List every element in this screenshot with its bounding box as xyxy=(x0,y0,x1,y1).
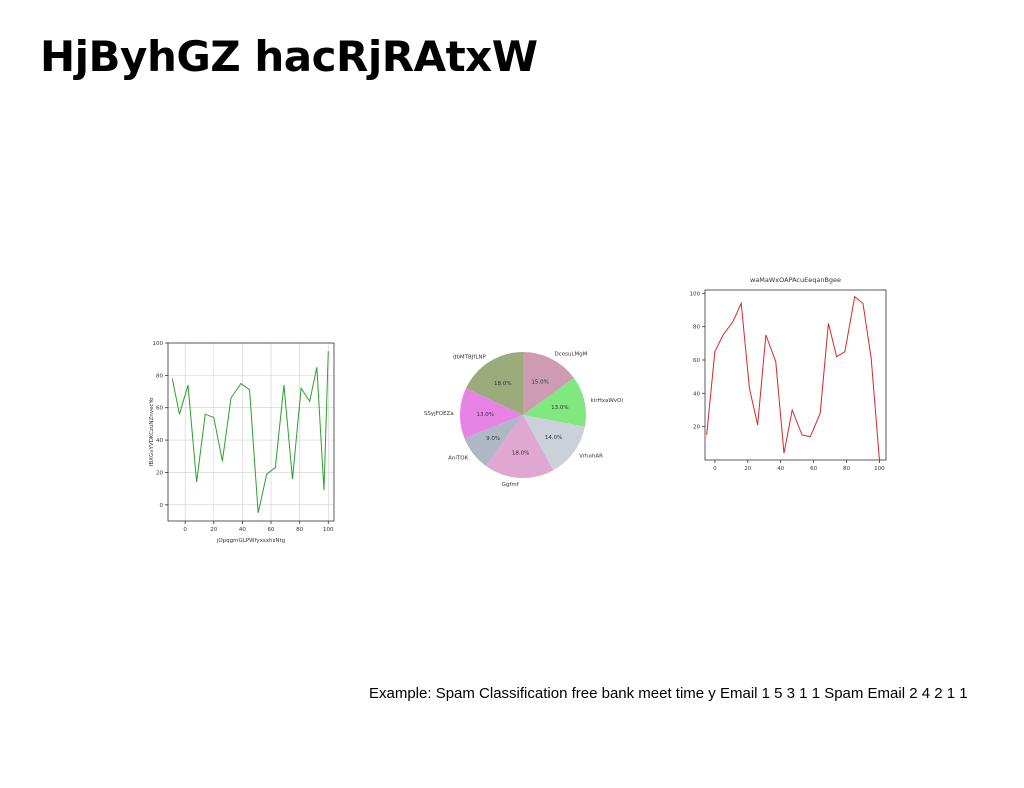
pie-percent-label: 9.0% xyxy=(486,436,500,442)
x-tick-label: 60 xyxy=(810,466,817,472)
series-line xyxy=(171,351,329,514)
line-chart-right: 0 20 40 60 80 100 20 40 60 80 100 waMaWxOAPAcuEeqan… xyxy=(690,276,887,472)
slide-title: HjByhGZ hacRjRAtxW xyxy=(40,32,538,81)
y-tick-label: 20 xyxy=(156,470,163,476)
pie-label: AniTOK xyxy=(448,455,468,461)
x-tick-label: 40 xyxy=(239,527,246,533)
plot-frame xyxy=(704,289,887,461)
x-tick-label: 100 xyxy=(323,527,334,533)
y-tick-label: 40 xyxy=(693,391,700,397)
pie-slice xyxy=(523,352,574,415)
x-tick-label: 100 xyxy=(874,466,885,472)
pie-label: SSyjFOEZa xyxy=(424,411,454,417)
y-tick-label: 100 xyxy=(690,291,701,297)
x-tick-label: 60 xyxy=(268,527,275,533)
y-tick-label: 60 xyxy=(156,406,163,412)
y-tick-label: 60 xyxy=(693,358,700,364)
pie-percent-label: 18.0% xyxy=(494,381,511,387)
x-tick-label: 0 xyxy=(713,466,717,472)
x-axis-label: jOpqgmGLPWfyxsxhsNtg xyxy=(216,538,285,544)
x-tick-label: 80 xyxy=(296,527,303,533)
y-tick-label: 20 xyxy=(693,425,700,431)
x-tick-label: 40 xyxy=(777,466,784,472)
x-tick-label: 20 xyxy=(744,466,751,472)
pie-slice xyxy=(466,352,523,415)
x-tick-label: 0 xyxy=(183,527,187,533)
y-tick-label: 80 xyxy=(693,325,700,331)
pie-percent-label: 14.0% xyxy=(545,435,562,441)
pie-slice xyxy=(485,415,554,479)
y-tick-label: 80 xyxy=(156,373,163,379)
pie-slice xyxy=(523,415,585,471)
pie-chart: DcosuLMgM 15.0% kirHxaWvOl 13.0% VrhohAR 14.0… xyxy=(424,351,624,488)
pie-label: DcosuLMgM xyxy=(554,351,587,357)
caption-text: Example: Spam Classification free bank m… xyxy=(369,685,968,702)
plot-frame xyxy=(167,342,335,522)
x-tick-label: 20 xyxy=(210,527,217,533)
pie-percent-label: 15.0% xyxy=(531,379,548,385)
y-axis-label: fBXGvYVDKCzuNZnvecYo xyxy=(149,397,155,467)
pie-slice xyxy=(464,415,523,466)
series-line xyxy=(706,295,880,461)
y-tick-label: 40 xyxy=(156,438,163,444)
line-chart-left: 0 20 40 60 80 100 0 20 40 60 80 100 jOpqgmGLPWfyxsxh… xyxy=(149,341,335,544)
pie-label: Ggfmf xyxy=(502,482,520,488)
pie-label: VrhohAR xyxy=(579,454,603,460)
pie-label: dbMTBJfLNP xyxy=(453,354,487,360)
chart-title: waMaWxOAPAcuEeqanBgee xyxy=(750,276,841,284)
pie-percent-label: 18.0% xyxy=(512,451,529,457)
pie-slice xyxy=(460,388,523,439)
pie-percent-label: 13.0% xyxy=(476,412,493,418)
y-tick-label: 100 xyxy=(153,341,164,347)
y-tick-label: 0 xyxy=(160,503,164,509)
x-tick-label: 80 xyxy=(843,466,850,472)
pie-slice xyxy=(523,377,586,427)
pie-label: kirHxaWvOl xyxy=(591,398,624,404)
pie-percent-label: 13.0% xyxy=(551,405,568,411)
